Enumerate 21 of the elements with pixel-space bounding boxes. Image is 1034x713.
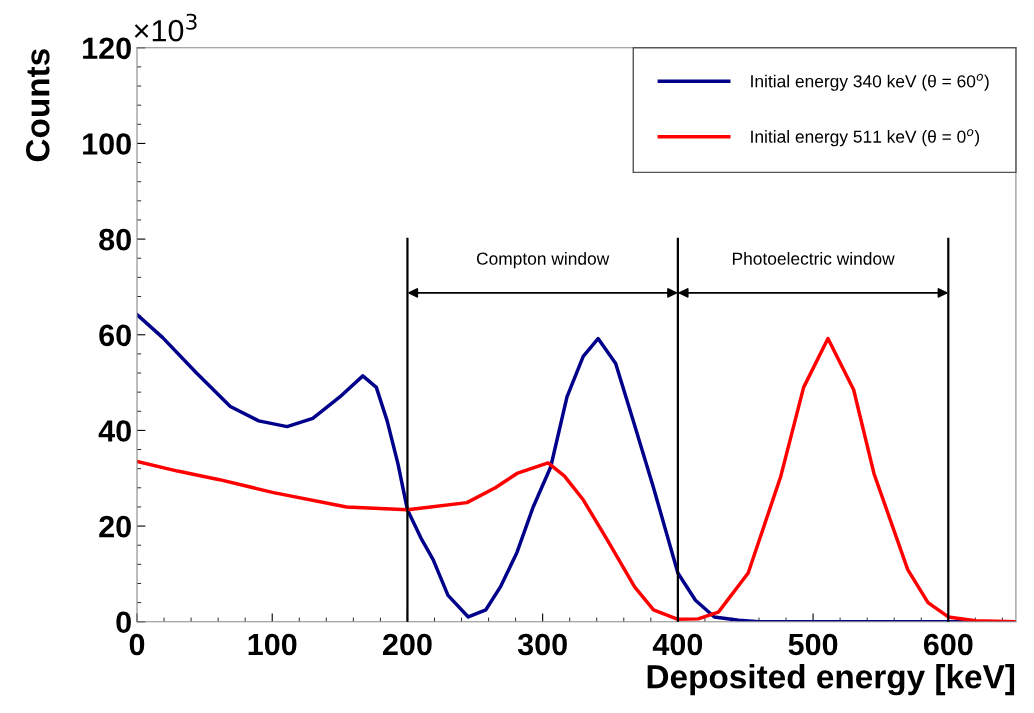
annotation: Photoelectric window	[732, 252, 895, 265]
text: ×10$^{3}$	[134, 13, 197, 42]
y-tick-label: 80	[99, 228, 131, 251]
legend-label: Initial energy 511 keV (θ = 0$^{o}$)	[751, 129, 980, 147]
x-tick-label: 500	[788, 633, 838, 656]
x-tick-label: 400	[652, 633, 703, 656]
legend-label: Initial energy 340 keV (θ = 60$^{o}$)	[751, 73, 989, 91]
y-tick-label: 60	[99, 324, 131, 347]
x-tick-label: 100	[248, 633, 297, 656]
y-tick-label: 20	[99, 515, 131, 538]
y-tick-label: 0	[116, 611, 131, 634]
x-tick-label: 200	[383, 633, 432, 656]
x-tick-label: 300	[517, 633, 567, 656]
x-tick-label: 600	[923, 633, 973, 656]
y-axis-title: Counts	[25, 49, 50, 162]
x-axis-title: Deposited energy [keV]	[647, 664, 1015, 696]
y-tick-label: 40	[98, 420, 131, 442]
y-tick-label: 120	[83, 37, 131, 60]
annotation: Compton window	[476, 252, 610, 269]
y-tick-label: 100	[83, 133, 131, 155]
x-tick-label: 0	[129, 633, 145, 656]
